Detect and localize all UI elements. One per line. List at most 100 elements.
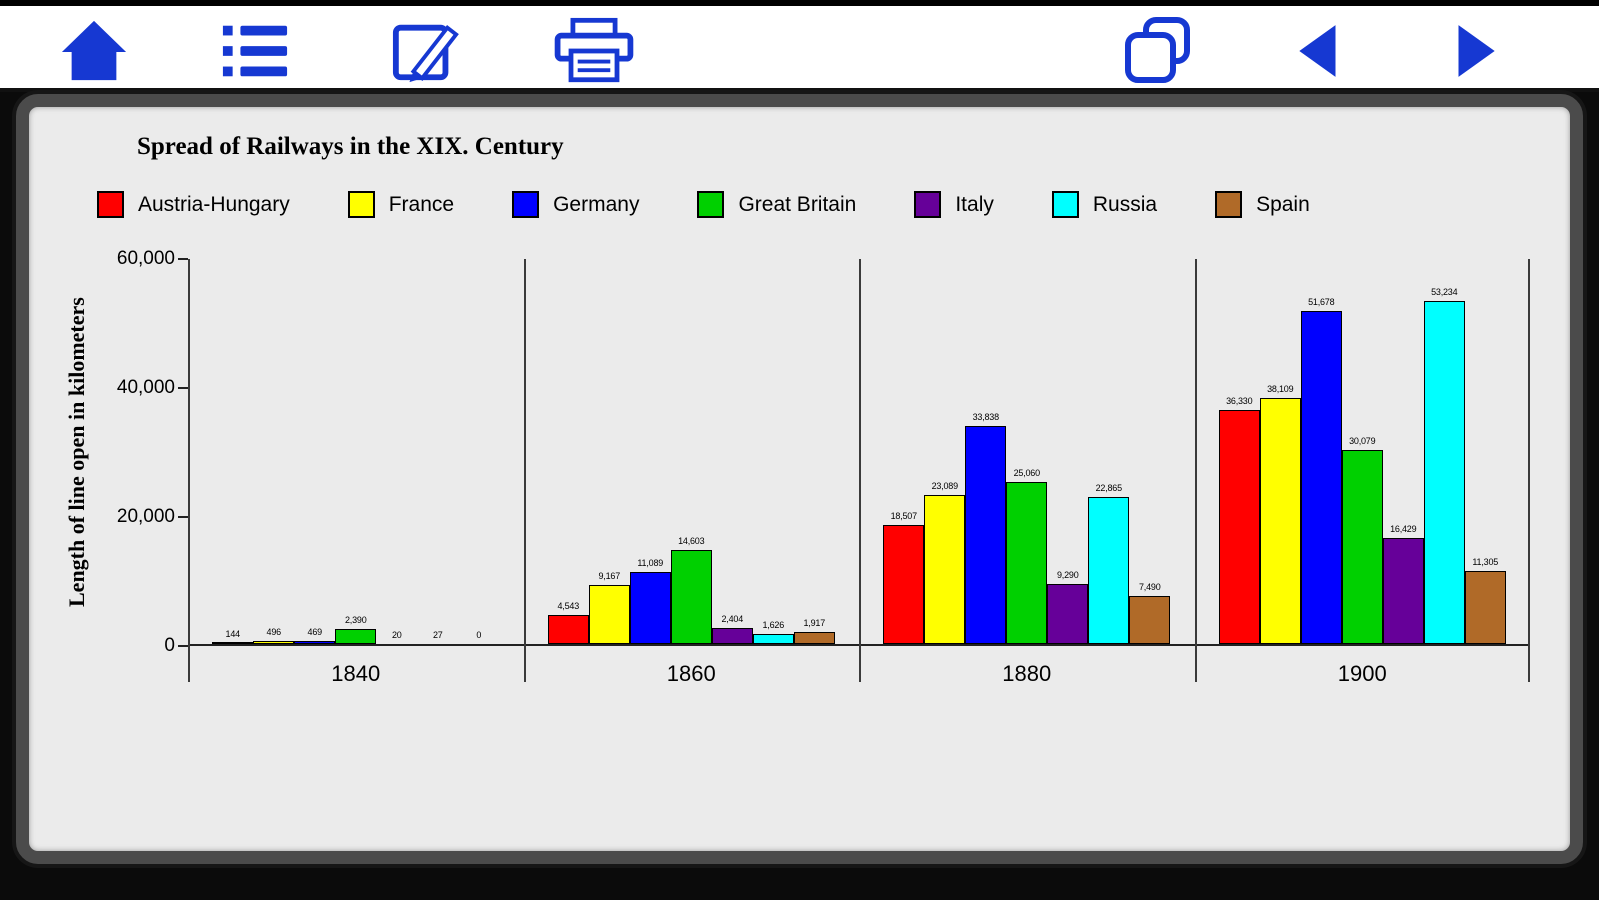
chart-panel: Spread of Railways in the XIX. Century A… [16, 94, 1583, 864]
y-tick-mark [178, 516, 188, 518]
legend-item: Russia [1051, 191, 1158, 218]
bar [212, 642, 254, 644]
legend-swatch [914, 191, 942, 218]
bar [752, 634, 794, 644]
x-category-label: 1880 [1002, 661, 1052, 686]
bar-value-label: 1,626 [762, 620, 785, 630]
arrow-left-icon [1289, 20, 1351, 82]
group-divider [859, 259, 861, 682]
home-icon [59, 16, 129, 86]
plot-area: 0 20,000 40,000 60,000 1840 144 496 469 2,390 20 2… [117, 248, 1530, 686]
legend-item: Spain [1215, 191, 1310, 218]
bar-value-label: 16,429 [1390, 524, 1417, 534]
legend-label: France [388, 192, 455, 216]
y-tick-mark [178, 258, 188, 260]
chart-title: Spread of Railways in the XIX. Century [137, 133, 564, 160]
bar [1300, 311, 1342, 644]
home-button[interactable] [54, 12, 134, 90]
bar [883, 525, 925, 644]
bar-value-label: 1,917 [803, 618, 826, 628]
pages-icon [1121, 15, 1193, 87]
legend-item: France [347, 191, 455, 218]
bar-value-label: 22,865 [1095, 483, 1123, 493]
bar-value-label: 469 [307, 627, 323, 637]
bar [670, 550, 712, 644]
bar-value-label: 0 [476, 630, 482, 640]
y-tick-label: 20,000 [116, 506, 175, 527]
bar-value-label: 30,079 [1349, 436, 1376, 446]
bar-value-label: 2,390 [344, 615, 367, 625]
x-category-label: 1860 [666, 661, 716, 686]
list-icon [220, 16, 290, 86]
toolbar [0, 0, 1599, 92]
bar [1341, 450, 1383, 644]
next-button[interactable] [1434, 12, 1514, 90]
bar-value-label: 14,603 [678, 536, 705, 546]
bar-value-label: 4,543 [557, 601, 580, 611]
bar [1047, 584, 1089, 644]
print-button[interactable] [546, 12, 642, 90]
x-category-label: 1900 [1337, 661, 1387, 686]
legend-label: Italy [955, 192, 994, 216]
bar [1382, 538, 1424, 644]
bar-value-label: 36,330 [1226, 396, 1253, 406]
bar [1423, 301, 1465, 644]
bar [1464, 571, 1506, 644]
bar-value-label: 9,167 [598, 571, 621, 581]
bar-value-label: 11,305 [1472, 557, 1499, 567]
y-tick-label: 40,000 [116, 377, 175, 398]
print-icon [548, 16, 640, 86]
legend-item: Great Britain [697, 191, 856, 218]
pages-button[interactable] [1117, 12, 1197, 90]
bar [294, 641, 336, 644]
legend-label: Spain [1256, 192, 1310, 216]
legend-label: Russia [1092, 192, 1158, 216]
y-tick-mark [178, 387, 188, 389]
bar-value-label: 27 [432, 630, 443, 640]
bar-value-label: 25,060 [1013, 468, 1041, 478]
bar [793, 632, 835, 644]
bar-value-label: 7,490 [1138, 582, 1161, 592]
bar-value-label: 38,109 [1267, 384, 1294, 394]
bar [1006, 482, 1048, 644]
group-divider [1195, 259, 1197, 682]
y-tick-label: 0 [164, 635, 175, 656]
legend-label: Germany [553, 192, 640, 216]
legend-item: Germany [512, 191, 639, 218]
bar [1129, 596, 1171, 644]
legend-swatch [512, 191, 540, 218]
bar-value-label: 9,290 [1056, 570, 1079, 580]
y-axis-line [188, 259, 190, 682]
group-divider [1528, 259, 1530, 682]
edit-button[interactable] [386, 12, 466, 90]
legend-label: Great Britain [738, 192, 857, 216]
bar-value-label: 51,678 [1308, 297, 1335, 307]
legend-swatch [1051, 191, 1079, 218]
legend: Austria-Hungary France Germany Great Britai… [97, 191, 1540, 218]
bar [1218, 410, 1260, 644]
group-divider [524, 259, 526, 682]
bar-value-label: 53,234 [1431, 287, 1458, 297]
legend-item: Italy [914, 191, 994, 218]
legend-item: Austria-Hungary [97, 191, 290, 218]
bar [253, 641, 295, 644]
bar-value-label: 496 [266, 627, 282, 637]
bar [335, 629, 377, 644]
bar-value-label: 2,404 [721, 614, 744, 624]
bar [547, 615, 589, 644]
legend-swatch [347, 191, 375, 218]
bar-value-label: 23,089 [931, 481, 959, 491]
bar [629, 572, 671, 644]
bar [588, 585, 630, 644]
legend-label: Austria-Hungary [138, 192, 290, 216]
bar [965, 426, 1007, 644]
bar-value-label: 11,089 [637, 558, 664, 568]
contents-button[interactable] [215, 12, 295, 90]
legend-swatch [1215, 191, 1243, 218]
x-category-label: 1840 [331, 661, 381, 686]
bar [924, 495, 966, 644]
bar [1088, 497, 1130, 644]
y-axis-title: Length of line open in kilometers [64, 297, 89, 607]
previous-button[interactable] [1280, 12, 1360, 90]
bar-value-label: 144 [225, 629, 241, 639]
